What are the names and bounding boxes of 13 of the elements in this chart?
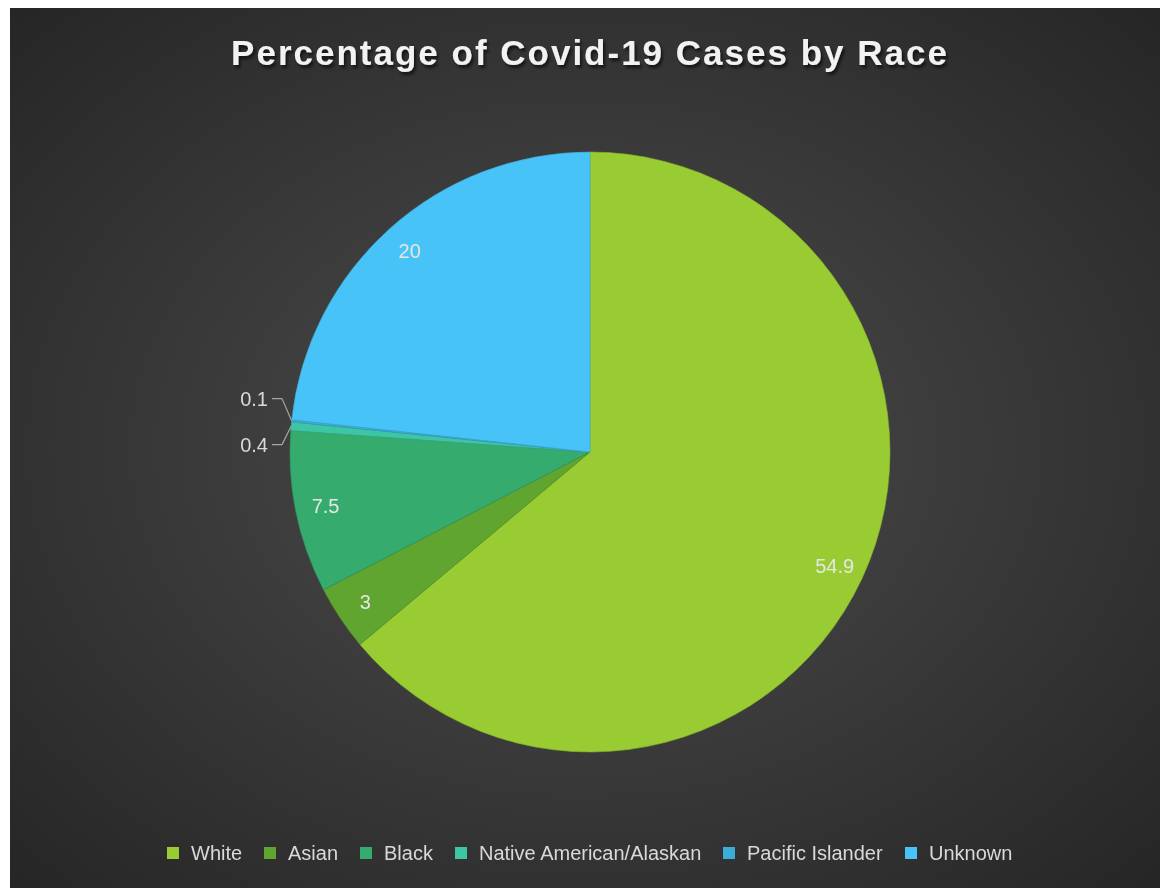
data-label: 0.1 (240, 387, 268, 410)
data-label: 54.9 (815, 555, 855, 578)
data-label: 7.5 (311, 495, 340, 518)
legend-label: Asian (288, 842, 339, 864)
legend-label: Unknown (929, 842, 1013, 864)
slice-label: White (191, 842, 243, 864)
data-label: 20 (398, 240, 421, 263)
legend-label: Black (384, 842, 434, 864)
legend-label: Pacific Islander (747, 842, 883, 864)
legend-label: Native American/Alaskan (479, 842, 702, 864)
chart-title: Percentage of Covid-19 Cases by Race (231, 33, 949, 72)
data-label: 0.4 (240, 433, 268, 456)
data-label: 3 (359, 590, 371, 613)
